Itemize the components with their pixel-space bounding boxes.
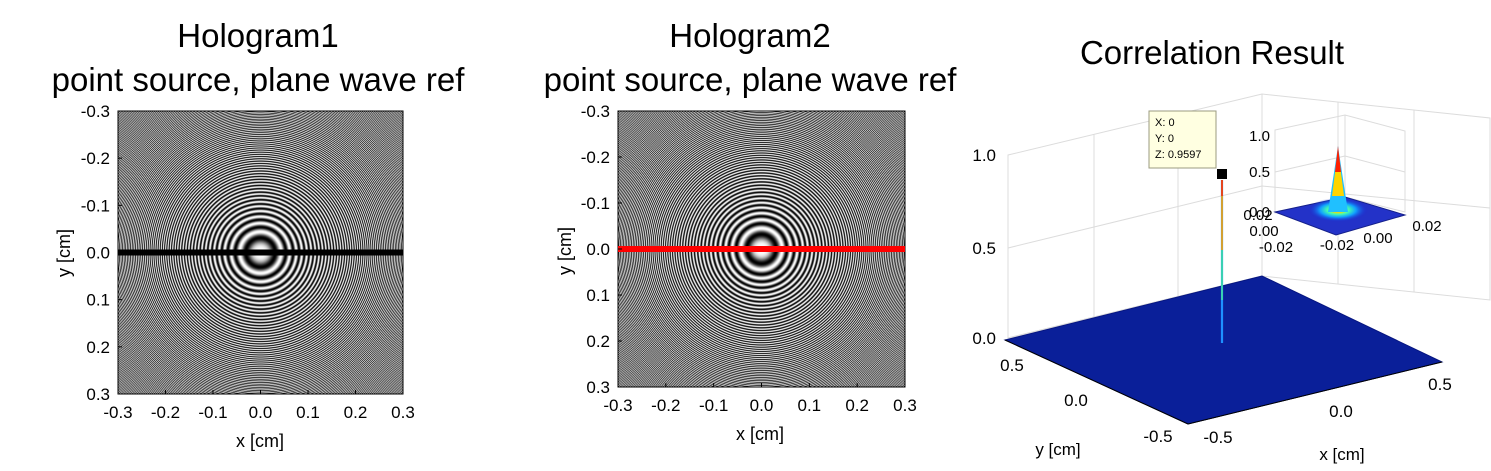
hologram2-ytick-label: -0.1 <box>581 194 610 213</box>
datatip-z: Z: 0.9597 <box>1155 149 1201 161</box>
correlation-ylabel: y [cm] <box>1035 440 1080 459</box>
inset-peak-top <box>1335 146 1341 172</box>
hologram2-x-ticks: -0.3 -0.2 -0.1 0.0 0.1 0.2 0.3 <box>603 383 917 415</box>
hologram1-subtitle: point source, plane wave ref <box>52 61 466 98</box>
hologram1-ytick-label: -0.3 <box>81 102 110 121</box>
correlation-xtick-label: 0.5 <box>1428 375 1452 394</box>
datatip-marker[interactable] <box>1217 169 1227 179</box>
hologram2-xtick-label: -0.1 <box>699 396 728 415</box>
inset-ytick-label: 0.02 <box>1243 207 1272 224</box>
datatip[interactable]: X: 0 Y: 0 Z: 0.9597 <box>1148 110 1217 169</box>
inset-y-ticks: 0.020.00-0.02 <box>1243 207 1293 256</box>
hologram2-ytick-label: -0.3 <box>581 102 610 121</box>
hologram2-y-ticks: -0.3 -0.2 -0.1 0.0 0.1 0.2 0.3 <box>581 102 622 397</box>
correlation-y-ticks: -0.5 0.0 0.5 <box>1000 356 1172 446</box>
hologram1-xtick-label: 0.3 <box>391 403 415 422</box>
inset-z-ticks: 0.0 0.5 1.0 <box>1249 128 1270 221</box>
hologram1-ytick-label: 0.3 <box>86 385 110 404</box>
hologram1-xtick-label: 0.1 <box>296 403 320 422</box>
correlation-xtick-label: -0.5 <box>1203 428 1232 447</box>
hologram2-ytick-label: 0.0 <box>586 240 610 259</box>
inset-xtick-label: -0.02 <box>1320 237 1354 254</box>
hologram2-xtick-label: 0.3 <box>893 396 917 415</box>
hologram2-ytick-label: 0.1 <box>586 286 610 305</box>
correlation-ytick-label: 0.5 <box>1000 356 1024 375</box>
inset-ztick-label: 0.0 <box>1249 204 1270 221</box>
correlation-x-ticks: -0.5 0.0 0.5 <box>1203 375 1451 447</box>
hologram2-xlabel: x [cm] <box>736 424 784 444</box>
hologram2-title: Hologram2 <box>669 17 830 54</box>
hologram2-xtick-label: 0.2 <box>845 396 869 415</box>
hologram1-xtick-label: 0.0 <box>249 403 273 422</box>
hologram2-ytick-label: 0.3 <box>586 378 610 397</box>
hologram2-ylabel: y [cm] <box>555 227 575 275</box>
hologram1-ytick-label: 0.2 <box>86 338 110 357</box>
hologram1-title: Hologram1 <box>177 17 338 54</box>
hologram2-ytick-label: 0.2 <box>586 332 610 351</box>
hologram1-xtick-label: -0.2 <box>151 403 180 422</box>
hologram1-y-ticks: -0.3 -0.2 -0.1 0.0 0.1 0.2 0.3 <box>81 102 122 404</box>
inset-ytick-label: 0.00 <box>1249 223 1278 240</box>
correlation-title: Correlation Result <box>1080 34 1344 71</box>
hologram2-xtick-label: 0.0 <box>750 396 774 415</box>
inset-box-grid <box>1274 114 1406 214</box>
correlation-inset: 0.00.51.0 0.020.00-0.02 -0.02 0.000.02 <box>1243 114 1442 256</box>
correlation-ytick-label: 0.0 <box>1064 391 1088 410</box>
correlation-ztick-label: 0.0 <box>972 329 996 348</box>
inset-xtick-label: 0.02 <box>1412 218 1441 235</box>
correlation-panel: Correlation Result 0.00.51.0 <box>972 34 1491 464</box>
inset-x-ticks: -0.02 0.00 0.02 <box>1320 218 1442 254</box>
datatip-x: X: 0 <box>1155 117 1175 129</box>
hologram2-ytick-label: -0.2 <box>581 148 610 167</box>
correlation-ytick-label: -0.5 <box>1143 427 1172 446</box>
hologram1-xtick-label: 0.2 <box>344 403 368 422</box>
correlation-ztick-label: 1.0 <box>972 146 996 165</box>
hologram1-ytick-label: -0.2 <box>81 149 110 168</box>
hologram1-ylabel: y [cm] <box>54 229 74 277</box>
hologram2-subtitle: point source, plane wave ref <box>544 61 958 98</box>
hologram1-ytick-label: -0.1 <box>81 196 110 215</box>
hologram1-xtick-label: -0.1 <box>198 403 227 422</box>
datatip-y: Y: 0 <box>1155 133 1174 145</box>
hologram2-xtick-label: -0.3 <box>603 396 632 415</box>
inset-ytick-label: -0.02 <box>1259 239 1293 256</box>
inset-xtick-label: 0.00 <box>1363 230 1392 247</box>
correlation-surface-edge-right <box>1187 361 1443 425</box>
inset-peak-mid <box>1332 150 1344 196</box>
hologram2-xtick-label: -0.2 <box>651 396 680 415</box>
hologram1-x-ticks: -0.3 -0.2 -0.1 0.0 0.1 0.2 0.3 <box>103 390 415 422</box>
inset-ztick-label: 0.5 <box>1249 164 1270 181</box>
hologram1-ytick-label: 0.0 <box>86 244 110 263</box>
hologram1-xtick-label: -0.3 <box>103 403 132 422</box>
correlation-xlabel: x [cm] <box>1319 445 1364 464</box>
correlation-surface-edge-front <box>1004 339 1189 425</box>
hologram1-xlabel: x [cm] <box>236 431 284 451</box>
hologram2-panel: Hologram2 point source, plane wave ref -… <box>544 17 958 444</box>
correlation-ztick-label: 0.5 <box>972 239 996 258</box>
inset-ztick-label: 1.0 <box>1249 128 1270 145</box>
hologram1-ytick-label: 0.1 <box>86 291 110 310</box>
hologram1-panel: Hologram1 point source, plane wave ref -… <box>52 17 466 451</box>
correlation-z-ticks: 0.0 0.5 1.0 <box>972 146 996 348</box>
hologram2-xtick-label: 0.1 <box>798 396 822 415</box>
correlation-xtick-label: 0.0 <box>1329 402 1353 421</box>
